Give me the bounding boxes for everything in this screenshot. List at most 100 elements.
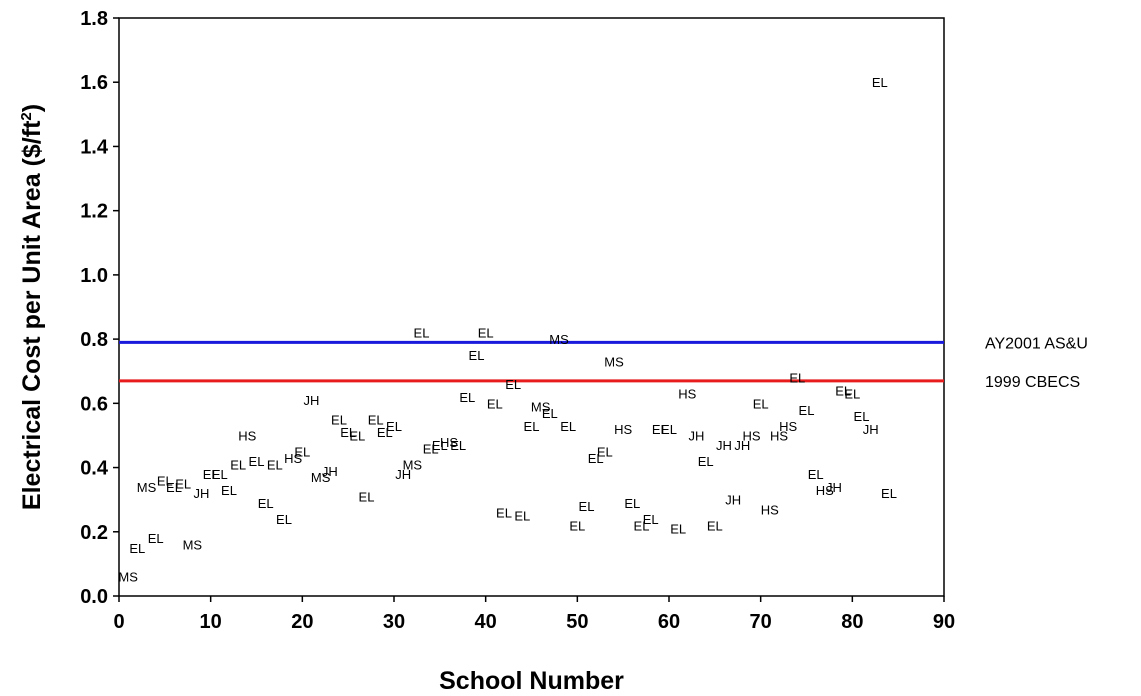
data-point-marker: EL: [496, 506, 512, 521]
data-point-marker: JH: [322, 464, 338, 479]
data-point-marker: EL: [331, 412, 347, 427]
data-point-marker: MS: [531, 400, 551, 415]
data-point-marker: HS: [742, 428, 760, 443]
y-tick-label: 1.4: [80, 136, 109, 158]
data-point-marker: EL: [487, 396, 503, 411]
data-point-marker: EL: [652, 422, 668, 437]
y-axis-label: Electrical Cost per Unit Area ($/ft2): [18, 104, 46, 510]
y-tick-label: 0.0: [80, 586, 108, 608]
data-point-marker: MS: [549, 332, 569, 347]
x-tick-label: 60: [658, 611, 680, 633]
y-axis-ticks: 0.0 0.2 0.4 0.6 0.8 1.0 1.2 1.4 1.6 1.8: [80, 8, 119, 608]
data-point-marker: EL: [835, 383, 851, 398]
data-point-marker: EL: [753, 396, 769, 411]
x-tick-label: 90: [933, 611, 955, 633]
x-tick-label: 50: [566, 611, 588, 633]
data-point-marker: EL: [881, 486, 897, 501]
data-point-marker: EL: [560, 419, 576, 434]
y-axis-label-end: ): [18, 104, 46, 112]
data-point-marker: EL: [377, 425, 393, 440]
x-tick-label: 30: [383, 611, 405, 633]
y-tick-label: 0.2: [80, 522, 108, 544]
data-point-marker: EL: [707, 518, 723, 533]
data-point-marker: EL: [148, 531, 164, 546]
data-point-marker: EL: [569, 518, 585, 533]
data-point-marker: HS: [238, 428, 256, 443]
data-point-marker: EL: [349, 428, 365, 443]
data-point-marker: EL: [414, 326, 430, 341]
y-axis-label-superscript: 2: [18, 112, 35, 120]
data-point-marker: EL: [634, 518, 650, 533]
data-point-marker: EL: [450, 438, 466, 453]
y-tick-label: 0.4: [80, 458, 109, 480]
data-point-marker: EL: [698, 454, 714, 469]
data-point-marker: JH: [395, 467, 411, 482]
data-point-marker: EL: [872, 75, 888, 90]
data-point-marker: EL: [643, 512, 659, 527]
data-point-marker: EL: [459, 390, 475, 405]
data-point-marker: EL: [258, 496, 274, 511]
plot-area-frame: [118, 17, 945, 597]
data-point-marker: EL: [276, 512, 292, 527]
data-point-marker: EL: [844, 387, 860, 402]
x-tick-label: 70: [750, 611, 772, 633]
data-point-marker: EL: [175, 477, 191, 492]
y-tick-label: 1.6: [80, 72, 108, 94]
data-point-marker: EL: [129, 541, 145, 556]
data-point-marker: EL: [294, 445, 310, 460]
data-point-marker: EL: [221, 483, 237, 498]
data-point-marker: MS: [604, 355, 624, 370]
data-point-marker: JH: [734, 438, 750, 453]
x-tick-label: 40: [475, 611, 497, 633]
data-point-marker: EL: [808, 467, 824, 482]
data-point-marker: EL: [514, 509, 530, 524]
data-point-marker: EL: [359, 489, 375, 504]
y-tick-label: 0.8: [80, 329, 108, 351]
data-point-marker: EL: [203, 467, 219, 482]
data-point-marker: MS: [118, 570, 138, 585]
data-point-marker: EL: [799, 403, 815, 418]
data-point-marker: MS: [403, 457, 423, 472]
data-point-marker: EL: [624, 496, 640, 511]
y-tick-label: 1.2: [80, 201, 108, 223]
data-point-marker: EL: [267, 457, 283, 472]
reference-line-label: 1999 CBECS: [985, 374, 1080, 391]
data-point-marker: HS: [761, 502, 779, 517]
data-point-marker: HS: [614, 422, 632, 437]
data-point-marker: HS: [440, 435, 458, 450]
reference-lines: AY2001 AS&U 1999 CBECS: [119, 335, 1088, 391]
data-point-marker: MS: [183, 538, 203, 553]
data-point-marker: EL: [505, 377, 521, 392]
data-point-marker: HS: [779, 419, 797, 434]
data-point-marker: EL: [469, 348, 485, 363]
data-point-marker: EL: [588, 451, 604, 466]
data-point-marker: EL: [157, 473, 173, 488]
data-point-marker: EL: [340, 425, 356, 440]
data-point-marker: HS: [678, 387, 696, 402]
data-point-marker: JH: [826, 480, 842, 495]
y-axis-label-main: Electrical Cost per Unit Area ($/ft: [18, 120, 46, 510]
x-tick-label: 20: [291, 611, 313, 633]
data-point-marker: EL: [478, 326, 494, 341]
data-point-marker: JH: [689, 428, 705, 443]
x-tick-label: 10: [200, 611, 222, 633]
x-tick-label: 0: [113, 611, 124, 633]
data-point-marker: EL: [542, 406, 558, 421]
reference-line-label: AY2001 AS&U: [985, 335, 1088, 352]
data-point-marker: EL: [368, 412, 384, 427]
y-tick-label: 1.0: [80, 265, 108, 287]
data-point-marker: EL: [789, 371, 805, 386]
data-point-marker: EL: [524, 419, 540, 434]
data-point-marker: EL: [579, 499, 595, 514]
data-point-marker: EL: [854, 409, 870, 424]
y-tick-label: 1.8: [80, 8, 108, 30]
data-point-marker: EL: [166, 480, 182, 495]
data-point-marker: EL: [386, 419, 402, 434]
data-point-marker: EL: [661, 422, 677, 437]
data-point-marker: HS: [770, 428, 788, 443]
data-point-marker: HS: [284, 451, 302, 466]
data-point-marker: JH: [725, 493, 741, 508]
data-point-marker: JH: [194, 486, 210, 501]
y-tick-label: 0.6: [80, 393, 108, 415]
